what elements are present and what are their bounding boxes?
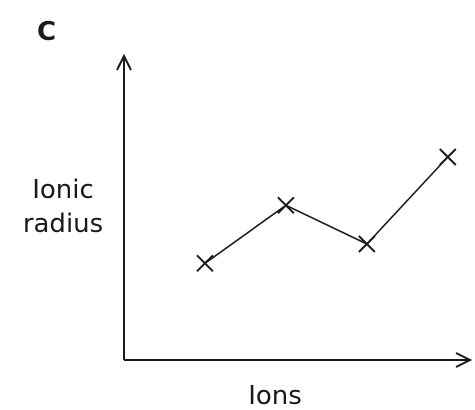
data-markers [196,148,457,273]
x-axis-label: Ions [248,381,302,410]
x-axis [124,352,473,368]
data-point-1 [196,254,214,273]
x-axis-arrow-icon [455,352,473,368]
data-point-3 [358,235,376,253]
data-point-4 [439,148,457,166]
data-point-2 [277,196,295,215]
y-axis-label-line-2: radius [23,209,103,239]
y-axis-arrow-icon [116,53,132,71]
y-axis-label: Ionic radius [23,175,103,239]
panel-label: C [37,17,56,47]
y-axis-label-line-1: Ionic [32,175,94,205]
y-axis [116,53,132,360]
series-line [204,156,449,264]
